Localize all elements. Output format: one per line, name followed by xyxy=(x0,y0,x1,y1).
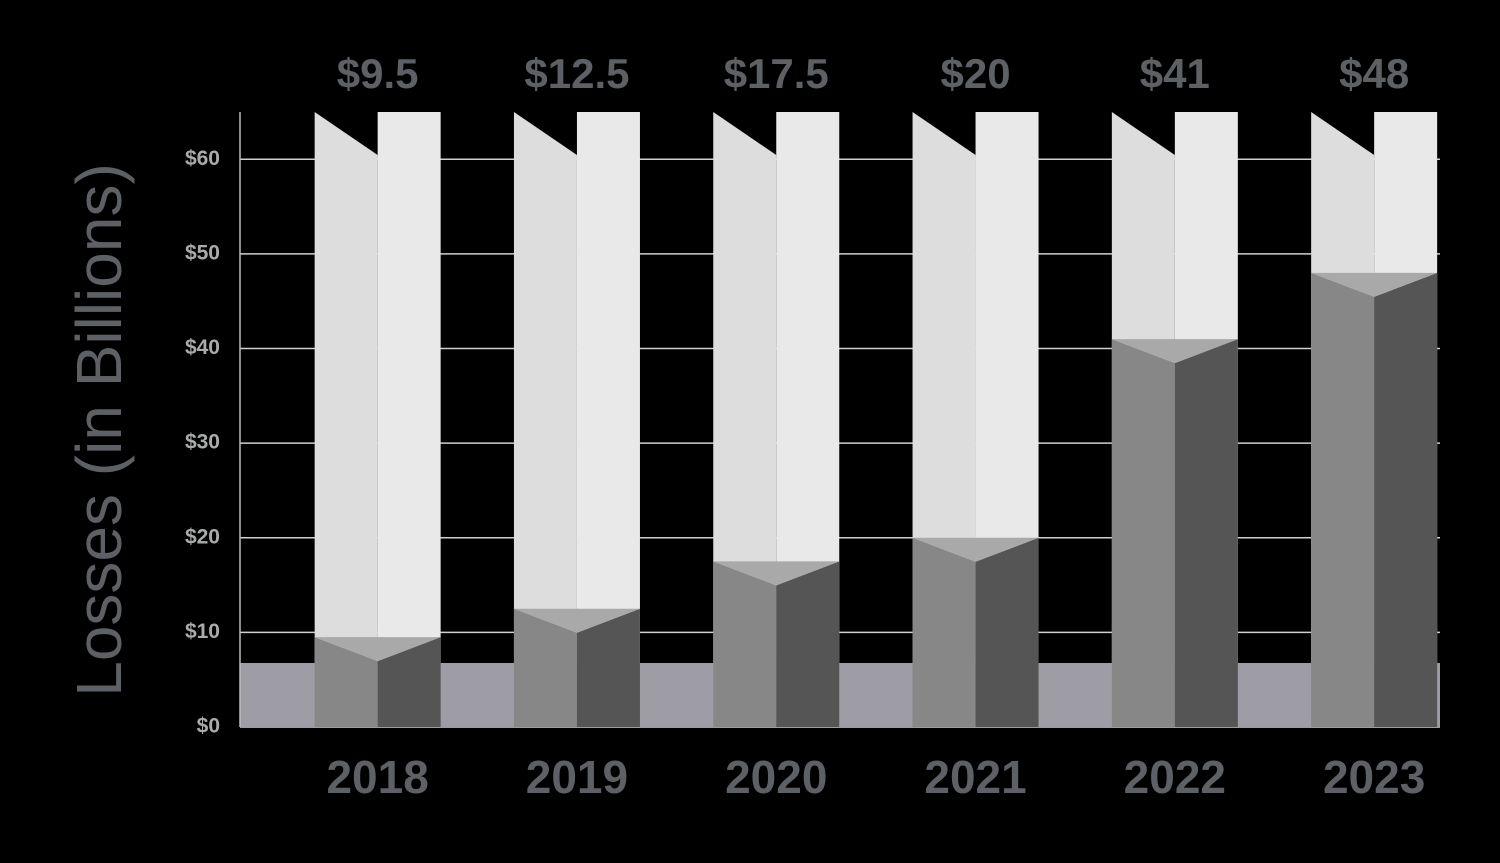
bar-left-face xyxy=(713,561,777,727)
x-tick-label: 2018 xyxy=(326,751,428,803)
bar-left-face xyxy=(1111,339,1175,727)
y-tick-label: $20 xyxy=(185,525,220,548)
y-tick-label: $0 xyxy=(197,715,220,738)
value-label: $41 xyxy=(1140,50,1210,97)
bar-right-face xyxy=(377,637,441,727)
bar-top xyxy=(513,608,640,633)
y-tick-label: $10 xyxy=(185,620,220,643)
value-label: $12.5 xyxy=(524,50,629,97)
bar-top xyxy=(1111,339,1238,364)
x-tick-label: 2020 xyxy=(725,751,827,803)
bar-right-face xyxy=(776,561,840,727)
y-axis-title: Losses (in Billions) xyxy=(63,163,135,697)
x-tick-label: 2022 xyxy=(1124,751,1226,803)
bar xyxy=(912,537,1039,727)
y-tick-label: $60 xyxy=(185,147,220,170)
value-label: $48 xyxy=(1339,50,1409,97)
x-tick-label: 2019 xyxy=(526,751,628,803)
column-back-left xyxy=(314,112,378,727)
bar-right-face xyxy=(1174,339,1238,727)
column-back-left xyxy=(513,112,577,727)
bar-right-face xyxy=(975,537,1039,727)
column-back-right xyxy=(377,112,441,727)
bar-top xyxy=(314,637,441,662)
x-tick-label: 2021 xyxy=(924,751,1026,803)
bar-right-face xyxy=(576,608,640,727)
x-tick-label: 2023 xyxy=(1323,751,1425,803)
bar-right-face xyxy=(1374,272,1438,727)
bar-left-face xyxy=(912,537,976,727)
bar-left-face xyxy=(1311,272,1375,727)
bar xyxy=(314,637,441,727)
value-label: $20 xyxy=(941,50,1011,97)
y-tick-label: $40 xyxy=(185,336,220,359)
bar-top xyxy=(1311,272,1438,297)
value-label: $17.5 xyxy=(724,50,829,97)
bar-left-face xyxy=(513,608,577,727)
bar-left-face xyxy=(314,637,378,727)
bar xyxy=(713,561,840,727)
column-back-right xyxy=(576,112,640,727)
value-label: $9.5 xyxy=(337,50,419,97)
bar-top xyxy=(912,537,1039,562)
bar xyxy=(1111,339,1238,727)
bar xyxy=(513,608,640,727)
bar-top xyxy=(713,561,840,586)
y-tick-label: $30 xyxy=(185,431,220,454)
y-tick-label: $50 xyxy=(185,241,220,264)
bar xyxy=(1311,272,1438,727)
bars xyxy=(314,272,1438,727)
